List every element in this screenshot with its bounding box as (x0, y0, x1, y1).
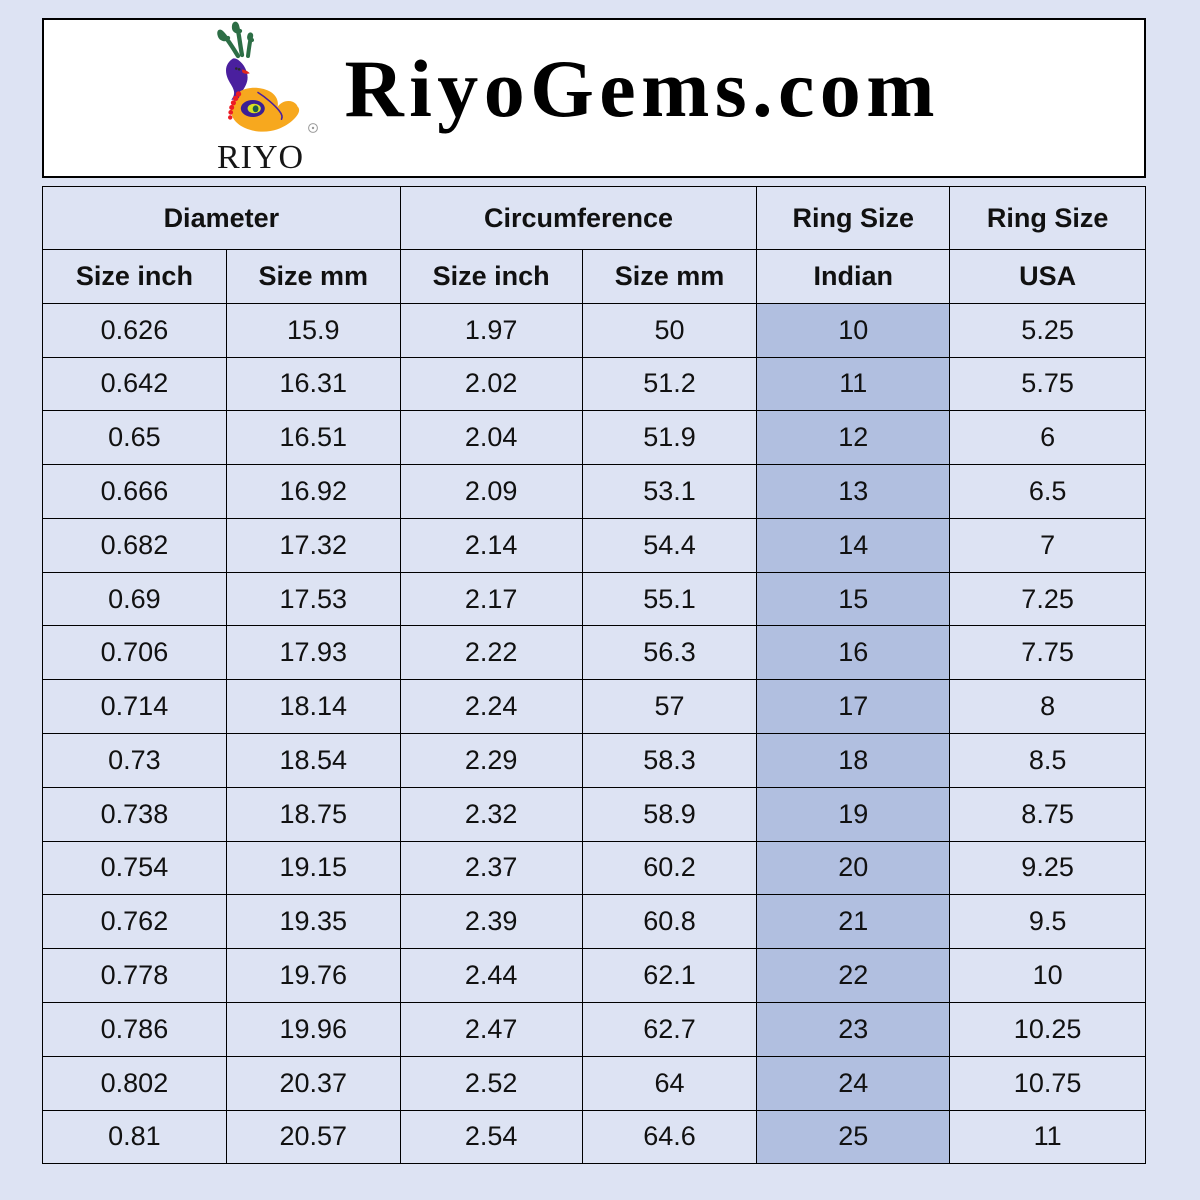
svg-text:RIYO: RIYO (217, 139, 304, 170)
